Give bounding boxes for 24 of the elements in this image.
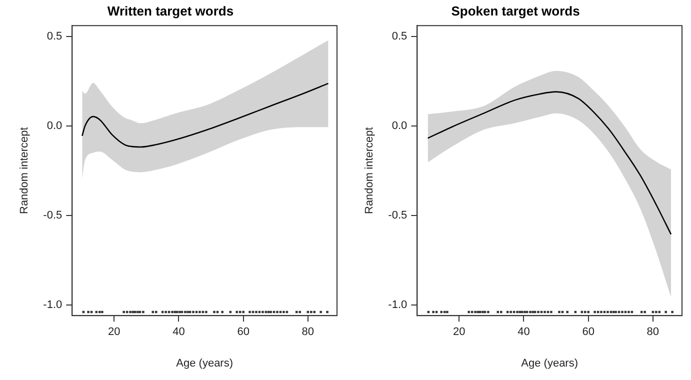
chart-title: Spoken target words (451, 3, 580, 18)
y-tick-label: 0.0 (46, 120, 62, 132)
x-tick-label: 80 (646, 326, 660, 338)
y-tick-label: -0.5 (388, 209, 408, 222)
y-tick-label: -1.0 (388, 298, 408, 311)
y-tick-label: 0.5 (392, 30, 408, 42)
x-tick-label: 40 (518, 326, 530, 338)
x-axis-title: Age (years) (176, 357, 234, 370)
x-tick-label: 20 (108, 326, 120, 338)
y-axis-title: Random intercept (18, 127, 31, 214)
x-tick-label: 60 (582, 326, 594, 338)
chart-title: Written target words (107, 3, 234, 18)
y-tick-label: -0.5 (43, 209, 62, 222)
y-tick-label: 0.0 (392, 120, 408, 132)
x-tick-label: 80 (302, 326, 314, 338)
line-series (427, 91, 672, 235)
x-tick-label: 20 (453, 326, 466, 338)
x-axis-title: Age (years) (521, 357, 578, 370)
x-tick-label: 40 (172, 326, 185, 338)
x-tick-label: 60 (237, 326, 250, 338)
y-axis-title: Random intercept (364, 127, 376, 214)
y-tick-label: -1.0 (43, 298, 62, 311)
line-series (82, 82, 329, 148)
y-tick-label: 0.5 (46, 30, 62, 42)
